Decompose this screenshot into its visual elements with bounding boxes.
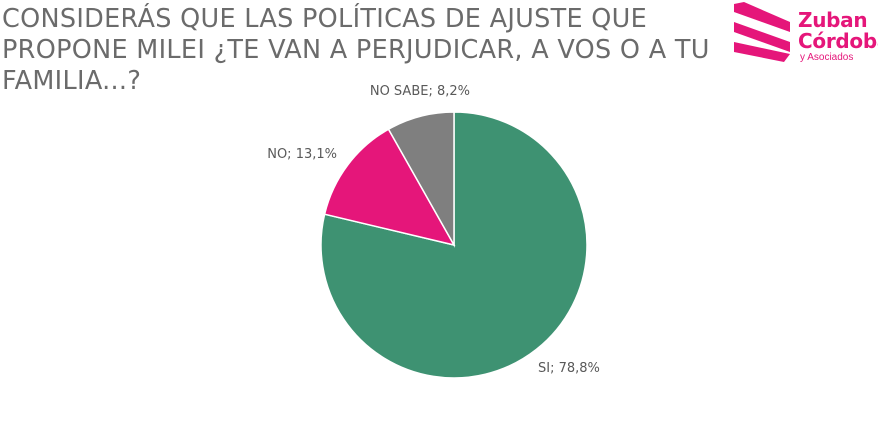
zuban-cordoba-logo: Zuban Córdoba y Asociados xyxy=(732,2,878,68)
pie-slice-no-sabe xyxy=(387,111,455,248)
data-label-no: NO; 13,1% xyxy=(267,147,337,162)
logo-stripes-icon xyxy=(734,2,790,62)
chart-title: CONSIDERÁS QUE LAS POLÍTICAS DE AJUSTE Q… xyxy=(2,4,710,97)
title-line-1: CONSIDERÁS QUE LAS POLÍTICAS DE AJUSTE Q… xyxy=(2,4,648,34)
logo-line-asociados: y Asociados xyxy=(800,52,854,63)
title-line-3: FAMILIA...? xyxy=(2,66,142,96)
logo-line-zuban: Zuban xyxy=(798,8,868,32)
logo-line-cordoba: Córdoba xyxy=(798,29,878,53)
data-label-si: SI; 78,8% xyxy=(538,361,600,376)
data-label-no-sabe: NO SABE; 8,2% xyxy=(370,84,470,99)
logo-wordmark: Zuban Córdoba y Asociados xyxy=(798,10,878,64)
title-line-2: PROPONE MILEI ¿TE VAN A PERJUDICAR, A VO… xyxy=(2,35,710,65)
pie-slice-no xyxy=(323,128,456,247)
